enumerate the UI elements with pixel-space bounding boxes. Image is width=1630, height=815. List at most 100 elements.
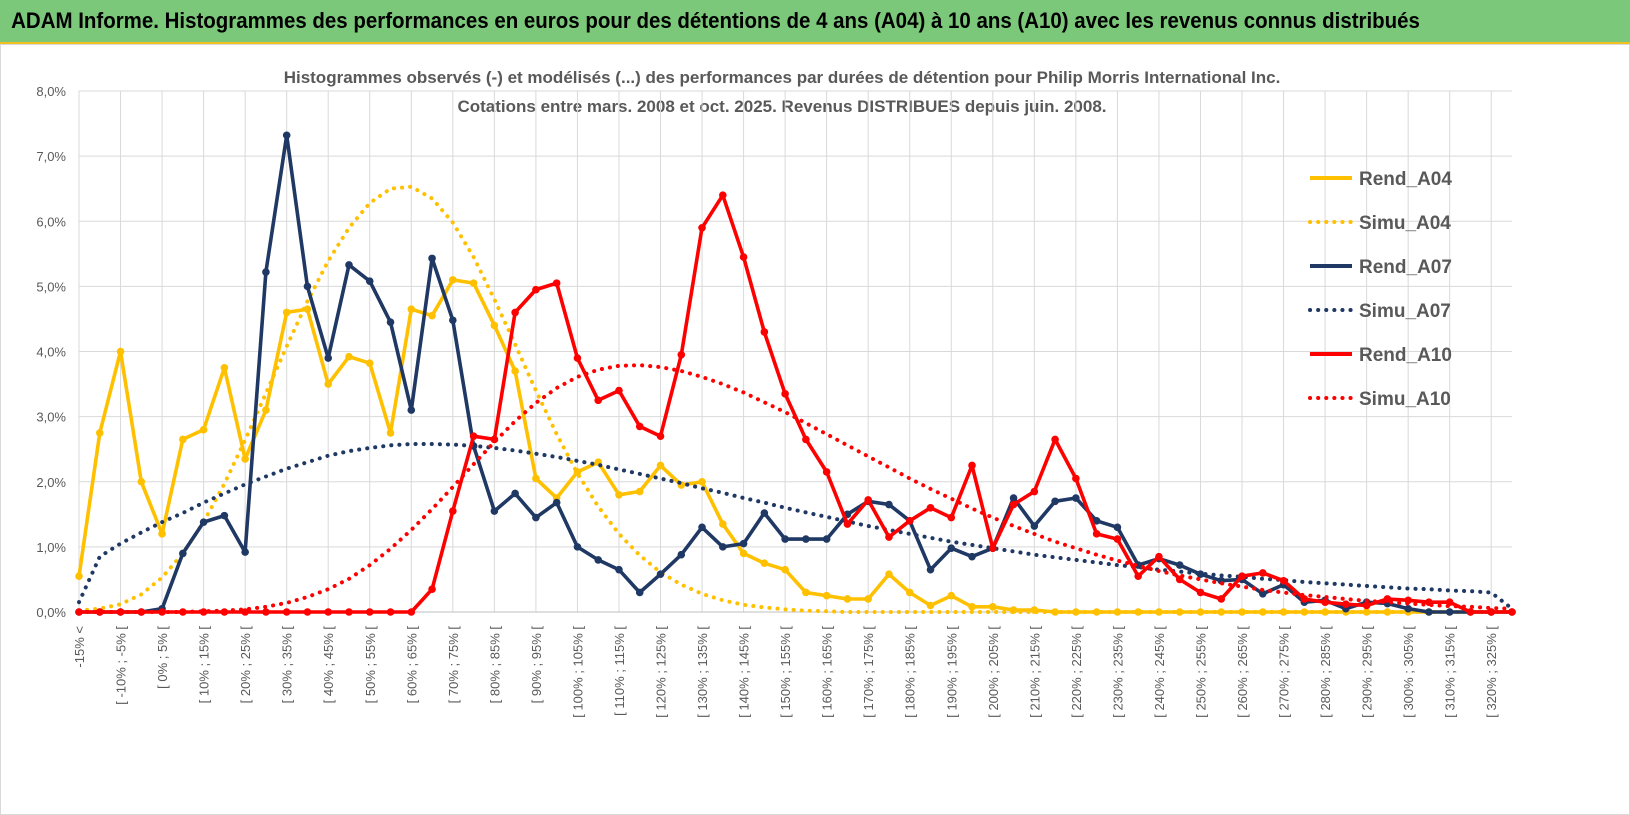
rend-a10-point xyxy=(885,533,893,541)
rend-a07-point xyxy=(615,565,623,574)
rend-a04-point xyxy=(158,530,166,538)
rend-a04-point xyxy=(1321,608,1329,616)
rend-a07-point xyxy=(1404,604,1412,613)
simu-a07-line xyxy=(77,442,1514,611)
rend-a10-line xyxy=(79,193,1512,614)
rend-a10-point xyxy=(386,608,395,616)
rend-a04-point xyxy=(407,305,416,313)
rend-a04-point xyxy=(698,477,706,486)
rend-a07-point xyxy=(885,500,893,509)
rend-a04-point xyxy=(885,570,893,579)
rend-a10-point xyxy=(781,390,789,398)
rend-a10-point xyxy=(843,520,852,528)
rend-a04-point xyxy=(739,549,748,558)
rend-a07-point xyxy=(1051,497,1059,506)
y-tick-label: 6,0% xyxy=(36,214,66,229)
y-tick-label: 7,0% xyxy=(36,149,66,164)
x-tick-label: [ 20% ; 25% [ xyxy=(238,626,253,704)
rend-a10-point xyxy=(988,544,997,552)
rend-a10-point xyxy=(864,496,872,504)
y-axis: 0,0% 1,0% 2,0% 3,0% 4,0% 5,0% 6,0% 7,0% 8,0% xyxy=(36,84,66,620)
rend-a07-point xyxy=(635,588,644,597)
rend-a10-point xyxy=(635,422,644,431)
rend-a10-point xyxy=(594,396,603,405)
rend-a04-point xyxy=(988,602,997,611)
rend-a04-point xyxy=(1279,608,1288,616)
rend-a10-point xyxy=(1258,569,1267,577)
rend-a10-point xyxy=(428,585,436,594)
rend-a10-point xyxy=(1279,576,1288,585)
rend-a04-point xyxy=(656,461,665,470)
x-tick-label: [ 140% ; 145% [ xyxy=(737,626,752,718)
rend-a07-point xyxy=(656,570,665,579)
rend-a07-point xyxy=(449,316,457,325)
x-tick-label: [ 250% ; 255% [ xyxy=(1193,626,1208,718)
rend-a04-point xyxy=(241,455,249,463)
x-tick-label: [ 50% ; 55% [ xyxy=(363,626,378,704)
rend-a04-point xyxy=(490,321,499,330)
rend-a04-point xyxy=(905,588,914,597)
rend-a04-point xyxy=(1134,608,1142,616)
x-tick-label: [ 120% ; 125% [ xyxy=(654,626,669,718)
y-tick-label: 3,0% xyxy=(36,410,66,425)
rend-a10-point xyxy=(1009,500,1018,509)
rend-a04-point xyxy=(179,435,187,444)
rend-a10-point xyxy=(739,253,748,261)
rend-a07-point xyxy=(324,354,333,362)
rend-a04-point xyxy=(116,347,125,356)
y-tick-label: 2,0% xyxy=(36,475,66,490)
chart-subtitle: Cotations entre mars. 2008 et oct. 2025.… xyxy=(457,97,1106,116)
rend-a04-point xyxy=(719,520,727,528)
rend-a07-point xyxy=(303,282,312,291)
rend-a07-point xyxy=(1092,517,1101,525)
x-tick-label: [ 30% ; 35% [ xyxy=(280,626,295,704)
rend-a10-point xyxy=(615,386,623,395)
x-tick-label: [ 290% ; 295% [ xyxy=(1360,626,1375,718)
rend-a07-point xyxy=(947,544,956,552)
rend-a10-point xyxy=(1321,598,1329,607)
rend-a07-point xyxy=(552,498,561,507)
rend-a07-point xyxy=(573,543,582,551)
rend-a04-point xyxy=(220,363,229,372)
rend-a10-point xyxy=(926,504,935,512)
rend-a10-point xyxy=(656,432,665,440)
banner-title: ADAM Informe. Histogrammes des performan… xyxy=(11,8,1420,33)
rend-a07-point xyxy=(739,539,748,548)
x-tick-label: [ 10% ; 15% [ xyxy=(197,626,212,704)
x-tick-label: [ 80% ; 85% [ xyxy=(487,626,502,704)
rend-a10-point xyxy=(1092,530,1101,538)
rend-a04-point xyxy=(324,380,333,388)
rend-a10-point xyxy=(698,223,706,232)
x-tick-label: [ 220% ; 225% [ xyxy=(1069,626,1084,718)
rend-a10-point xyxy=(822,468,831,476)
rend-a07-point xyxy=(802,535,810,543)
rend-a04-point xyxy=(386,429,395,437)
rend-a07-point xyxy=(220,511,229,520)
x-tick-label: [ 60% ; 65% [ xyxy=(404,626,419,704)
x-tick-label: [ 110% ; 115% [ xyxy=(612,626,627,716)
rend-a04-point xyxy=(968,602,976,611)
rend-a07-point xyxy=(760,509,769,517)
y-tick-label: 0,0% xyxy=(36,605,66,620)
rend-a07-point xyxy=(926,565,935,574)
rend-a04-point xyxy=(635,487,644,496)
rend-a07-point xyxy=(677,550,686,559)
rend-a10-point xyxy=(968,461,976,470)
rend-a10-point xyxy=(905,517,914,525)
legend-label-rend-a04: Rend_A04 xyxy=(1359,169,1452,190)
rend-a07-point xyxy=(199,518,208,526)
rend-a07-point xyxy=(282,131,291,140)
rend-a04-point xyxy=(1238,608,1246,616)
rend-a10-point xyxy=(1134,572,1142,580)
rend-a04-point xyxy=(864,595,872,603)
rend-a10-point xyxy=(1155,552,1163,561)
x-tick-label: [ 280% ; 285% [ xyxy=(1318,626,1333,718)
rend-a10-point xyxy=(1362,601,1371,610)
rend-a07-point xyxy=(490,507,499,515)
rend-a10-point xyxy=(1072,474,1080,483)
rend-a07-point xyxy=(345,261,353,269)
rend-a07-point xyxy=(511,489,519,498)
rend-a10-point xyxy=(407,608,416,616)
rend-a04-point xyxy=(449,276,457,284)
rend-a07-point xyxy=(1113,523,1122,532)
